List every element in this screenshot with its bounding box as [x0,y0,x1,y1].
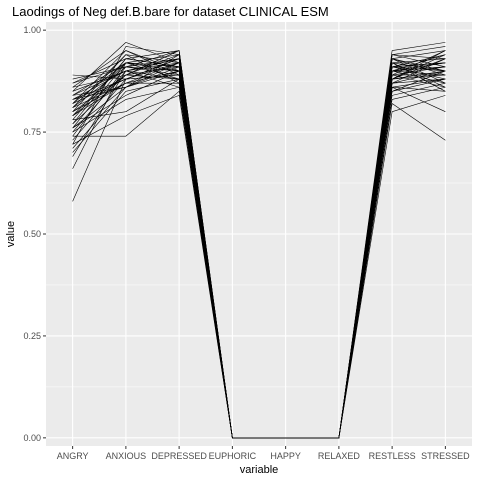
x-tick-label: RELAXED [318,451,361,461]
x-tick-label: STRESSED [421,451,470,461]
x-tick-label: EUPHORIC [209,451,257,461]
x-tick-label: ANGRY [57,451,89,461]
y-tick-label: 0.75 [23,127,41,137]
y-tick-label: 0.00 [23,433,41,443]
x-axis-title: variable [240,464,279,476]
x-tick-label: HAPPY [270,451,301,461]
x-axis: ANGRY ANXIOUS DEPRESSED EUPHORIC HAPPY RELAXE… [57,446,470,461]
y-tick-label: 1.00 [23,25,41,35]
x-tick-label: DEPRESSED [151,451,207,461]
y-tick-label: 0.25 [23,331,41,341]
chart-title: Laodings of Neg def.B.bare for dataset C… [12,4,329,19]
x-tick-label: ANXIOUS [106,451,147,461]
y-axis-title: value [5,221,17,247]
x-tick-label: RESTLESS [369,451,416,461]
y-tick-label: 0.50 [23,229,41,239]
y-axis: 0.00 0.25 0.50 0.75 1.00 [23,25,46,443]
